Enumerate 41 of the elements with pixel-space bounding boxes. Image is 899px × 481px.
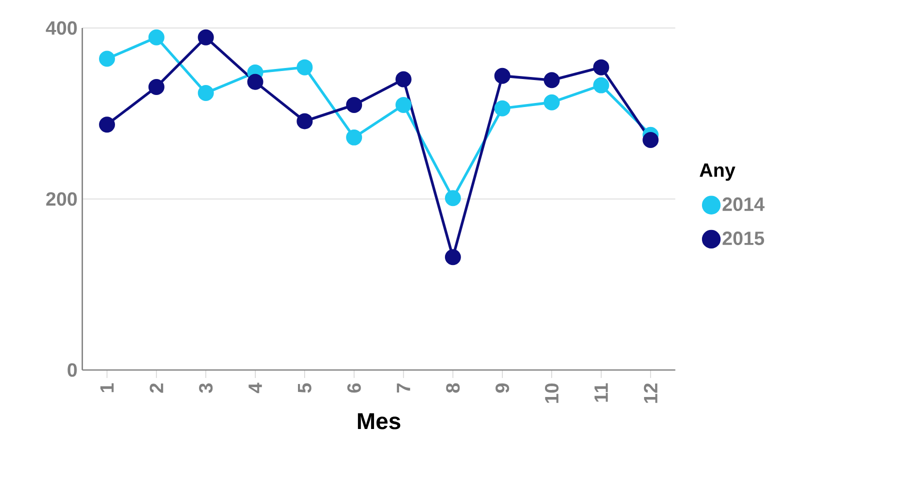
- point: [494, 68, 510, 84]
- point: [148, 29, 164, 46]
- point: [296, 59, 313, 76]
- x-tick-label: 6: [347, 383, 361, 393]
- point: [99, 116, 116, 133]
- legend-label: 2015: [722, 232, 764, 246]
- x-tick-label: 10: [544, 383, 559, 403]
- y-tick-label: 400: [46, 21, 77, 35]
- y-tick-label: 200: [46, 192, 77, 206]
- point: [593, 59, 610, 76]
- x-tick-label: 1: [100, 383, 114, 392]
- point: [396, 71, 412, 88]
- y-tick-label: 0: [68, 363, 77, 377]
- point: [444, 249, 461, 266]
- x-tick-label: 5: [298, 383, 312, 393]
- point: [593, 77, 610, 94]
- point: [99, 50, 116, 67]
- point: [247, 74, 264, 90]
- x-axis-title: Mes: [358, 413, 400, 430]
- x-tick-label: 11: [594, 383, 608, 402]
- point: [346, 96, 362, 113]
- point: [544, 94, 560, 110]
- point: [198, 29, 214, 46]
- point: [148, 78, 164, 95]
- x-tick-label: 2: [150, 383, 164, 393]
- point: [296, 113, 313, 130]
- x-tick-label: 9: [496, 383, 510, 393]
- x-tick-label: 7: [396, 384, 410, 393]
- legend-title: Any: [700, 164, 736, 181]
- point: [346, 129, 362, 146]
- point: [444, 190, 461, 206]
- x-tick-label: 8: [446, 383, 460, 393]
- x-tick-label: 3: [199, 383, 213, 393]
- point: [544, 72, 560, 88]
- x-tick-label: 12: [644, 383, 658, 403]
- point: [642, 132, 659, 148]
- legend-label: 2014: [722, 197, 765, 212]
- point: [494, 100, 510, 116]
- point: [198, 84, 214, 101]
- x-tick-label: 4: [248, 382, 262, 394]
- point: [396, 96, 412, 113]
